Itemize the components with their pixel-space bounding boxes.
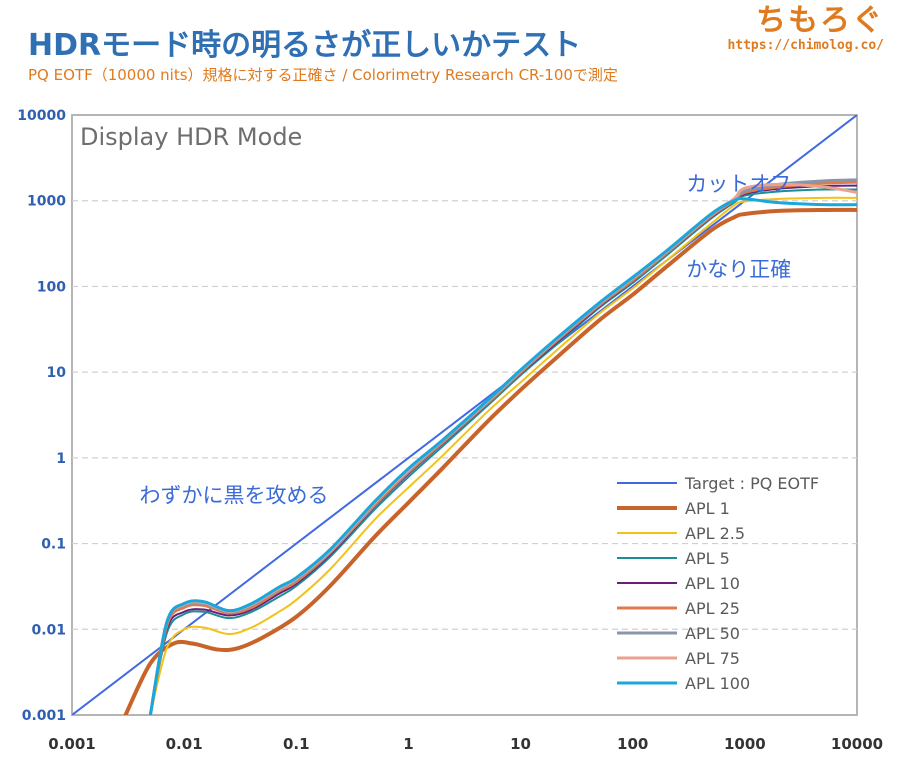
y-tick-label: 10000 bbox=[17, 108, 66, 124]
legend-label-0: Target : PQ EOTF bbox=[684, 474, 819, 493]
x-tick-label: 100 bbox=[617, 735, 648, 753]
legend-label-5: APL 25 bbox=[685, 599, 740, 618]
series-line-2 bbox=[149, 196, 857, 715]
brand-logo: ちもろぐ https://chimolog.co/ bbox=[727, 3, 884, 54]
annotation-1: かなり正確 bbox=[686, 258, 791, 282]
y-tick-label: 0.1 bbox=[41, 537, 66, 553]
y-tick-label: 0.001 bbox=[22, 708, 66, 724]
y-tick-label: 1 bbox=[56, 451, 66, 467]
y-tick-label: 100 bbox=[37, 279, 66, 295]
legend-label-6: APL 50 bbox=[685, 624, 740, 643]
brand-url: https://chimolog.co/ bbox=[727, 38, 884, 53]
x-tick-label: 0.1 bbox=[283, 735, 310, 753]
annotation-0: カットオフ bbox=[686, 172, 791, 196]
page-title: HDRモード時の明るさが正しいかテスト bbox=[28, 28, 582, 63]
x-tick-label: 10 bbox=[510, 735, 531, 753]
legend-label-4: APL 10 bbox=[685, 574, 740, 593]
x-tick-label: 10000 bbox=[831, 735, 883, 753]
x-tick-label: 1 bbox=[403, 735, 413, 753]
legend-label-3: APL 5 bbox=[685, 549, 730, 568]
legend-label-8: APL 100 bbox=[685, 674, 750, 693]
y-tick-label: 10 bbox=[47, 365, 67, 381]
series-line-8 bbox=[148, 197, 857, 715]
legend-label-1: APL 1 bbox=[685, 499, 730, 518]
plot-frame bbox=[71, 114, 858, 716]
legend-label-2: APL 2.5 bbox=[685, 524, 745, 543]
chart-title: Display HDR Mode bbox=[80, 123, 302, 151]
y-tick-label: 0.01 bbox=[31, 622, 66, 638]
x-tick-label: 0.01 bbox=[166, 735, 203, 753]
series-line-0 bbox=[72, 115, 857, 715]
page-subtitle: PQ EOTF（10000 nits）規格に対する正確さ / Colorimet… bbox=[28, 66, 618, 84]
series-line-1 bbox=[123, 207, 857, 715]
x-tick-label: 1000 bbox=[724, 735, 766, 753]
brand-name: ちもろぐ bbox=[756, 3, 884, 38]
legend-label-7: APL 75 bbox=[685, 649, 740, 668]
x-tick-label: 0.001 bbox=[48, 735, 95, 753]
y-tick-label: 1000 bbox=[27, 194, 66, 210]
annotation-2: わずかに黒を攻める bbox=[140, 484, 329, 508]
